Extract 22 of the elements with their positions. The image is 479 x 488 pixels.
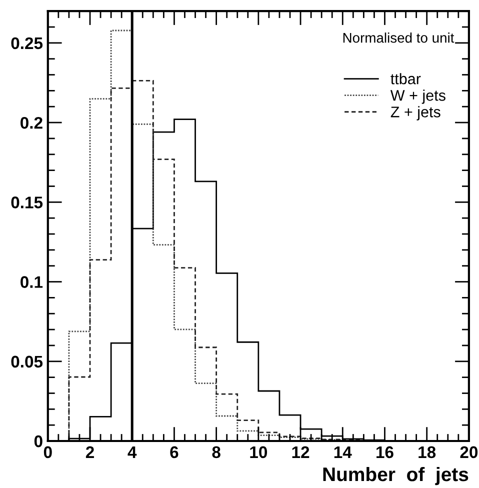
x-tick-label: 2 bbox=[86, 446, 94, 458]
x-tick-label: 4 bbox=[128, 446, 137, 458]
x-tick-label: 8 bbox=[212, 446, 220, 458]
x-tick-label: 10 bbox=[250, 446, 268, 458]
x-tick-label: 14 bbox=[334, 446, 352, 458]
x-axis-title: Number of jets bbox=[323, 466, 468, 486]
y-tick-label: 0.2 bbox=[20, 116, 42, 129]
legend-label: Z + jets bbox=[390, 106, 440, 120]
y-tick-label: 0 bbox=[34, 435, 42, 448]
legend-label: ttbar bbox=[390, 73, 421, 84]
x-tick-label: 6 bbox=[170, 446, 178, 458]
x-tick-label: 20 bbox=[460, 446, 478, 458]
y-tick-label: 0.1 bbox=[20, 276, 43, 288]
legend-label: W + jets bbox=[390, 90, 446, 104]
annotation: Normalised to unit bbox=[343, 32, 454, 43]
x-tick-label: 12 bbox=[292, 446, 310, 458]
y-tick-label: 0.25 bbox=[11, 37, 43, 50]
x-tick-label: 16 bbox=[376, 446, 394, 458]
y-tick-label: 0.05 bbox=[11, 356, 43, 368]
x-tick-label: 0 bbox=[44, 446, 52, 458]
y-tick-label: 0.15 bbox=[11, 196, 43, 208]
x-tick-label: 18 bbox=[418, 446, 436, 458]
